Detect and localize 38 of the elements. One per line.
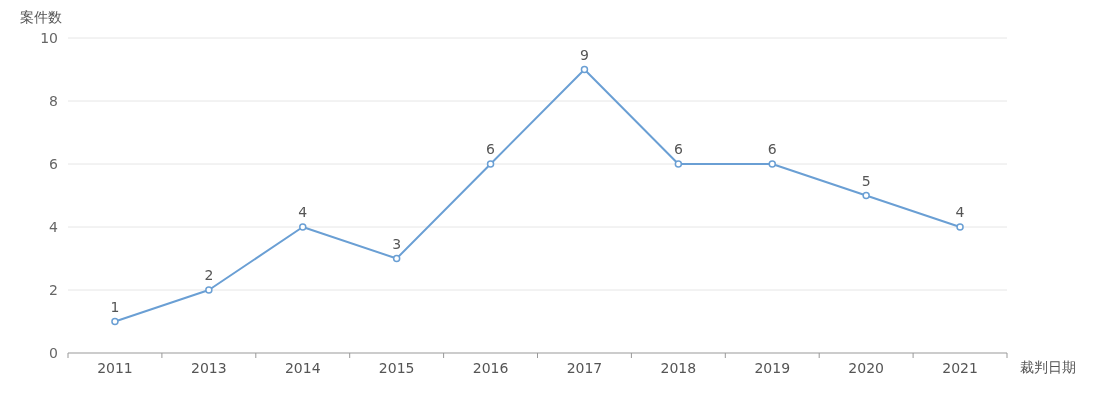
data-label: 4 [955,204,965,220]
y-tick-label: 4 [49,219,59,235]
point [956,223,964,231]
y-tick-label: 2 [49,282,58,298]
x-tick-label: 2019 [754,360,791,376]
data-label: 2 [204,267,214,283]
x-tick-label: 2014 [284,360,321,376]
x-tick-label: 2017 [566,360,603,376]
point [392,254,401,263]
x-axis-title: 裁判日期 [1020,359,1076,375]
point [111,317,119,326]
y-tick-label: 10 [40,30,58,46]
x-tick-label: 2020 [848,360,884,376]
point [486,160,495,168]
x-tick-label: 2016 [472,360,509,376]
y-axis-title: 案件数 [20,9,62,25]
data-label: 5 [861,172,871,189]
point [205,286,213,294]
y-tick-label: 0 [49,345,58,361]
x-tick-label: 2015 [378,360,415,376]
x-tick-label: 2018 [660,360,697,376]
y-tick-label: 8 [49,93,58,109]
data-label: 1 [110,298,120,315]
x-tick-label: 2013 [191,360,227,376]
data-label: 6 [767,141,777,157]
point [299,223,307,231]
x-tick-label: 2011 [97,360,133,376]
point [674,160,683,168]
data-label: 6 [673,141,683,157]
point [862,191,870,200]
data-label: 6 [486,141,496,157]
x-tick-label: 2021 [942,360,978,376]
point [580,65,589,74]
y-tick-label: 6 [49,156,59,172]
data-label: 4 [298,204,308,220]
data-label: 3 [392,235,402,252]
point [768,160,776,168]
data-label: 9 [579,46,589,63]
